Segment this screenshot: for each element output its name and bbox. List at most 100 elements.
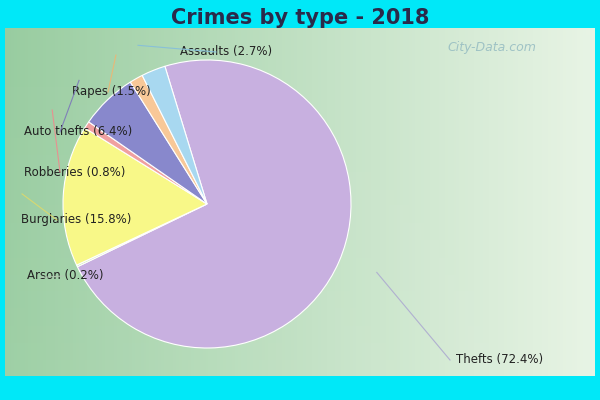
Bar [5, 148, 595, 150]
Bar [359, 28, 362, 376]
Bar [5, 353, 595, 355]
Bar [589, 28, 592, 376]
Bar [5, 158, 595, 160]
Bar [5, 47, 595, 49]
Bar [5, 207, 595, 209]
Bar [126, 28, 129, 376]
Bar [5, 343, 595, 345]
Bar [5, 129, 595, 131]
Bar [161, 28, 164, 376]
Bar [569, 28, 572, 376]
Bar [5, 206, 595, 207]
Bar [445, 28, 448, 376]
Bar [477, 28, 480, 376]
Bar [5, 287, 595, 289]
Bar [97, 28, 99, 376]
Bar [554, 28, 557, 376]
Bar [182, 28, 185, 376]
Bar [5, 167, 595, 169]
Bar [580, 28, 583, 376]
Bar [5, 58, 595, 59]
Bar [265, 28, 268, 376]
Wedge shape [63, 128, 207, 265]
Bar [5, 358, 595, 360]
Bar [5, 35, 595, 37]
Bar [28, 28, 31, 376]
Text: Auto thefts (6.4%): Auto thefts (6.4%) [24, 126, 132, 138]
Bar [486, 28, 489, 376]
Bar [421, 28, 424, 376]
Bar [483, 28, 486, 376]
Bar [329, 28, 332, 376]
Bar [326, 28, 329, 376]
Bar [5, 56, 595, 58]
Bar [362, 28, 365, 376]
Bar [583, 28, 586, 376]
Bar [542, 28, 545, 376]
Bar [105, 28, 108, 376]
Bar [5, 40, 595, 42]
Bar [451, 28, 454, 376]
Bar [5, 106, 595, 108]
Wedge shape [77, 204, 207, 267]
Bar [466, 28, 468, 376]
Bar [52, 28, 55, 376]
Bar [5, 115, 595, 117]
Bar [5, 266, 595, 268]
Bar [5, 160, 595, 162]
Bar [5, 204, 595, 206]
Wedge shape [89, 82, 207, 204]
Bar [5, 226, 595, 228]
Bar [415, 28, 418, 376]
Bar [5, 238, 595, 240]
Bar [5, 126, 595, 127]
Bar [37, 28, 40, 376]
Bar [5, 306, 595, 308]
Bar [5, 108, 595, 110]
Bar [5, 317, 595, 318]
Bar [309, 28, 312, 376]
Bar [20, 28, 23, 376]
Bar [5, 336, 595, 338]
Bar [179, 28, 182, 376]
Bar [572, 28, 575, 376]
Bar [40, 28, 43, 376]
Bar [5, 73, 595, 75]
Bar [5, 258, 595, 260]
Bar [285, 28, 288, 376]
Bar [91, 28, 94, 376]
Bar [132, 28, 134, 376]
Bar [5, 188, 595, 190]
Bar [5, 360, 595, 362]
Bar [5, 181, 595, 183]
Bar [5, 284, 595, 286]
Bar [5, 296, 595, 298]
Bar [439, 28, 442, 376]
Bar [5, 120, 595, 122]
Bar [575, 28, 577, 376]
Bar [5, 91, 595, 92]
Bar [5, 310, 595, 312]
Bar [238, 28, 241, 376]
Bar [468, 28, 471, 376]
Bar [5, 260, 595, 261]
Bar [73, 28, 76, 376]
Bar [557, 28, 560, 376]
Bar [344, 28, 347, 376]
Bar [424, 28, 427, 376]
Bar [5, 371, 595, 372]
Bar [5, 174, 595, 176]
Bar [188, 28, 191, 376]
Bar [5, 153, 595, 155]
Bar [197, 28, 200, 376]
Bar [5, 209, 595, 211]
Bar [5, 237, 595, 238]
Bar [512, 28, 515, 376]
Bar [271, 28, 274, 376]
Bar [143, 28, 146, 376]
Bar [247, 28, 250, 376]
Bar [5, 136, 595, 138]
Bar [457, 28, 460, 376]
Bar [5, 357, 595, 358]
Bar [99, 28, 102, 376]
